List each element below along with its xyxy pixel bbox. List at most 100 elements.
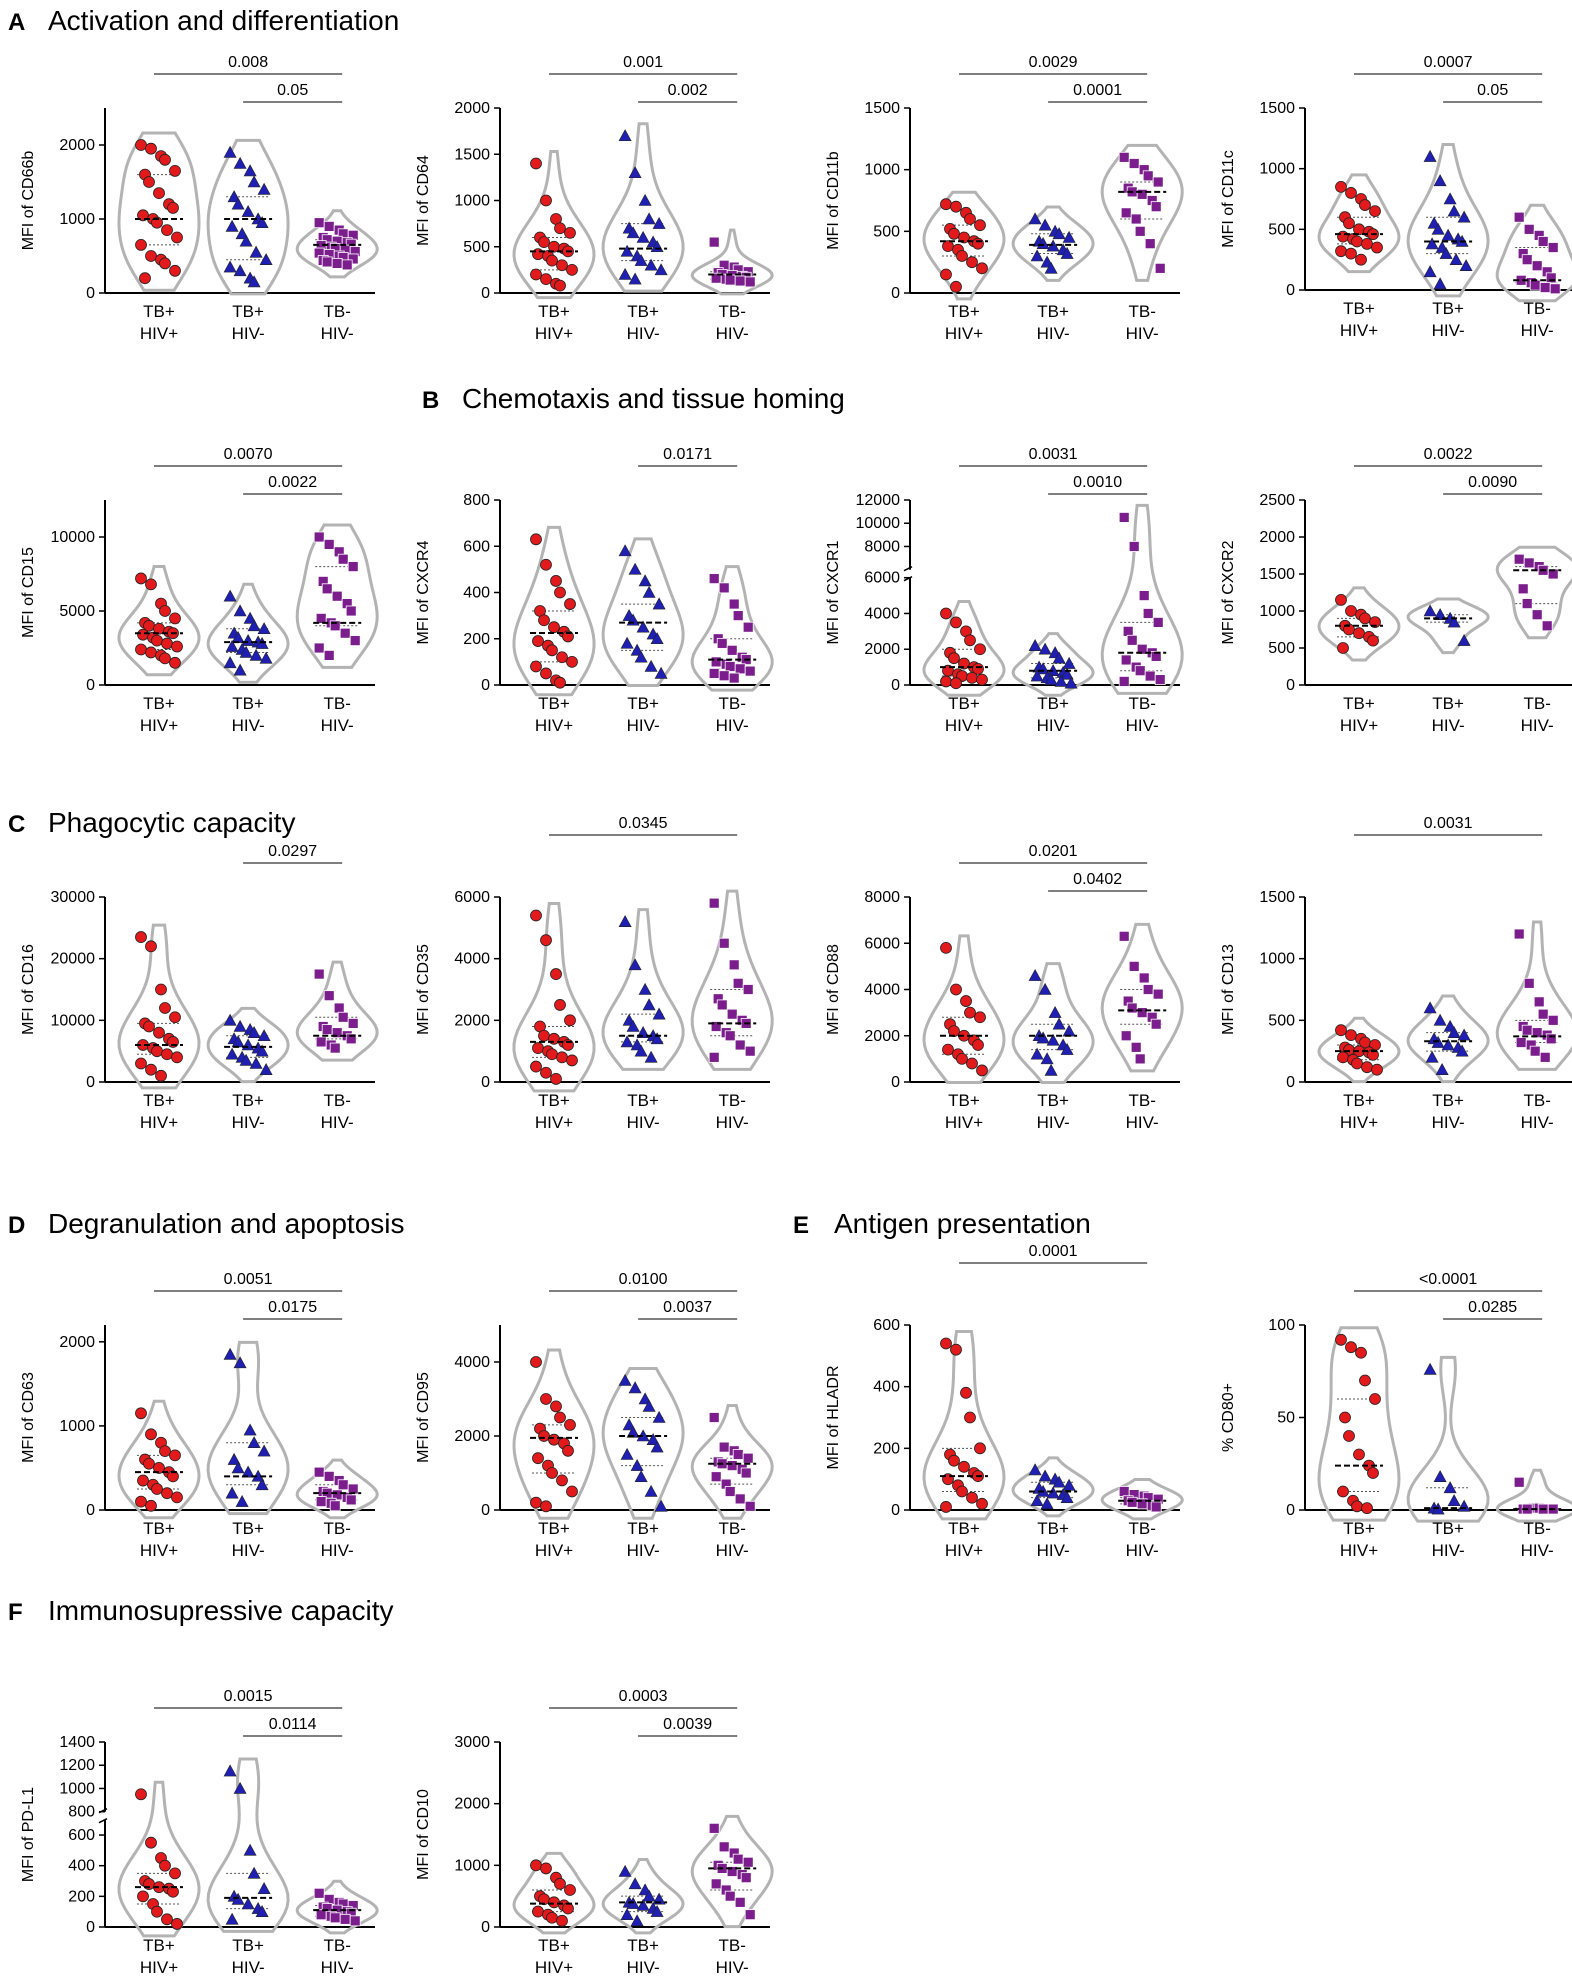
point-0 [135, 1407, 147, 1420]
point-2 [708, 236, 720, 248]
x-tick-label: HIV+ [1340, 1113, 1378, 1132]
point-1 [654, 666, 668, 679]
point-0 [153, 187, 165, 200]
y-tick-label: 0 [1286, 282, 1295, 299]
point-0 [1335, 245, 1347, 258]
point-2 [315, 1036, 327, 1048]
point-0 [566, 1054, 578, 1067]
y-tick-label: 6000 [864, 570, 900, 587]
p-value-label: 0.0031 [1029, 446, 1078, 463]
point-0 [1367, 634, 1379, 647]
point-2 [1150, 650, 1162, 662]
point-2 [331, 257, 343, 269]
point-0 [940, 941, 952, 954]
section-b-header: B Chemotaxis and tissue homing [422, 383, 845, 414]
x-tick-label: HIV- [1126, 1541, 1159, 1560]
y-axis-label: MFI of CD11c [1220, 150, 1237, 248]
point-0 [1337, 1051, 1349, 1064]
point-1 [618, 544, 632, 557]
point-2 [1547, 1014, 1559, 1026]
point-0 [135, 1788, 147, 1801]
point-1 [628, 1877, 642, 1890]
y-tick-label: 2500 [1259, 492, 1295, 509]
point-0 [530, 660, 542, 673]
point-0 [950, 616, 962, 629]
point-2 [1152, 617, 1164, 628]
y-tick-label: 400 [463, 585, 490, 602]
point-0 [169, 612, 181, 625]
x-tick-label: HIV- [1432, 716, 1465, 735]
point-1 [620, 1447, 634, 1460]
point-0 [1345, 187, 1357, 199]
y-tick-label: 0 [891, 677, 900, 694]
point-0 [169, 1449, 181, 1462]
point-2 [732, 977, 744, 989]
section-a-header: A Activation and differentiation [8, 5, 399, 36]
y-axis-label: MFI of CD64 [415, 155, 432, 246]
violin-0 [117, 564, 201, 677]
point-1 [638, 574, 652, 587]
x-tick-label: TB+ [143, 1091, 175, 1110]
point-1 [1060, 667, 1074, 680]
point-0 [532, 1905, 544, 1918]
point-2 [742, 621, 754, 633]
point-2 [1130, 213, 1142, 225]
x-tick-label: TB+ [143, 302, 175, 321]
point-2 [710, 1471, 722, 1483]
x-tick-label: HIV- [716, 1958, 749, 1976]
point-0 [548, 1896, 560, 1909]
point-0 [145, 1499, 157, 1512]
y-tick-label: 12000 [856, 492, 901, 509]
point-2 [329, 1912, 341, 1924]
point-0 [976, 262, 988, 275]
point-0 [556, 651, 568, 664]
point-0 [530, 533, 542, 546]
point-1 [247, 175, 261, 188]
point-2 [708, 573, 720, 585]
x-tick-label: HIV- [716, 716, 749, 735]
point-0 [564, 1884, 576, 1896]
y-tick-label: 0 [86, 677, 95, 694]
point-1 [1038, 982, 1052, 995]
point-0 [1337, 230, 1349, 243]
point-1 [235, 227, 249, 240]
point-0 [540, 194, 552, 207]
y-tick-label: 1400 [59, 1734, 95, 1751]
violin-1 [1406, 1355, 1490, 1523]
point-1 [227, 1452, 241, 1465]
point-0 [532, 248, 544, 261]
point-0 [1345, 605, 1357, 617]
x-tick-label: HIV- [232, 324, 265, 343]
point-1 [225, 639, 239, 652]
point-2 [734, 1039, 746, 1051]
point-1 [644, 258, 658, 271]
point-1 [642, 212, 656, 225]
x-tick-label: TB+ [627, 694, 659, 713]
violin-0 [512, 1348, 596, 1520]
point-1 [644, 1050, 658, 1063]
point-2 [347, 1018, 359, 1029]
point-1 [241, 633, 255, 646]
x-tick-label: TB- [1129, 1091, 1156, 1110]
point-0 [974, 1011, 986, 1024]
point-0 [976, 673, 988, 686]
violin-0 [117, 1399, 201, 1520]
point-1 [1044, 261, 1058, 274]
point-0 [564, 1419, 576, 1431]
point-2 [1521, 1024, 1533, 1036]
point-0 [1353, 627, 1365, 640]
point-2 [329, 1500, 341, 1512]
panel-cd11c: 0 500 1000 1500 MFI of CD11c TB+ HIV+ TB+ HIV- TB… [1220, 54, 1572, 340]
p-value-label: 0.05 [1477, 82, 1508, 99]
point-2 [744, 1500, 756, 1512]
x-tick-label: HIV- [1521, 321, 1554, 340]
point-0 [169, 656, 181, 669]
point-2 [313, 642, 325, 654]
violin-0 [117, 923, 201, 1090]
point-1 [223, 1764, 237, 1777]
point-1 [1028, 639, 1042, 651]
x-tick-label: HIV- [232, 1958, 265, 1976]
point-0 [546, 254, 558, 267]
point-0 [554, 999, 566, 1011]
point-0 [554, 1411, 566, 1424]
